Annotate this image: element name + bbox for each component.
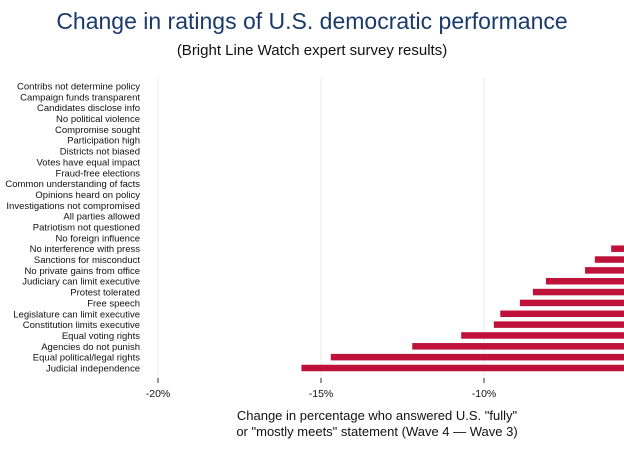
chart-subtitle: (Bright Line Watch expert survey results… [176, 42, 448, 59]
category-label: Fraud-free elections [56, 168, 141, 179]
category-label: Sanctions for misconduct [34, 255, 140, 266]
bar [330, 353, 624, 361]
category-label: Equal voting rights [62, 331, 140, 342]
bar [611, 245, 624, 252]
category-label: No foreign influence [56, 233, 141, 244]
category-label: Legislature can limit executive [13, 309, 140, 320]
category-label: Free speech [87, 298, 140, 309]
category-label: Candidates disclose info [37, 103, 140, 114]
category-label: Investigations not compromised [6, 201, 140, 212]
category-label: Compromise sought [55, 125, 140, 136]
bars [301, 245, 624, 372]
category-label: Votes have equal impact [36, 157, 140, 168]
bar [594, 256, 624, 263]
x-axis-label-line1: Change in percentage who answered U.S. "… [237, 408, 518, 423]
category-label: Opinions heard on policy [35, 190, 140, 201]
category-label: Participation high [67, 136, 140, 147]
category-label: Campaign funds transparent [20, 92, 140, 103]
category-label: No private gains from office [25, 266, 140, 277]
category-label: Districts not biased [60, 147, 140, 158]
bar [493, 321, 624, 328]
category-label: Protest tolerated [70, 288, 140, 299]
category-label: Agencies do not punish [41, 342, 140, 353]
category-label: Judiciary can limit executive [22, 277, 140, 288]
category-label: No interference with press [30, 244, 141, 255]
x-tick-label: -10% [472, 388, 497, 400]
category-label: Constitution limits executive [23, 320, 140, 331]
bar [500, 310, 624, 318]
chart-title: Change in ratings of U.S. democratic per… [56, 8, 568, 34]
bar [545, 277, 624, 285]
x-tick-label: -15% [309, 388, 334, 400]
category-label: Contribs not determine policy [17, 82, 140, 93]
category-label: Judicial independence [46, 364, 140, 375]
gridlines [157, 78, 485, 378]
bar [585, 267, 624, 274]
category-label: Common understanding of facts [5, 179, 140, 190]
x-axis-ticks: -20%-15%-10%-5%0%5% [146, 378, 497, 400]
category-label: Patriotism not questioned [33, 223, 140, 234]
bar [461, 332, 624, 339]
bar [301, 364, 624, 372]
x-axis-label-line2: or "mostly meets" statement (Wave 4 — Wa… [236, 424, 517, 439]
category-label: No political violence [56, 114, 140, 125]
category-label: All parties allowed [63, 212, 140, 223]
bar [532, 288, 624, 296]
x-tick-label: -20% [146, 388, 171, 400]
bar [412, 343, 624, 350]
category-label: Equal political/legal rights [33, 353, 140, 364]
bar [519, 299, 624, 307]
